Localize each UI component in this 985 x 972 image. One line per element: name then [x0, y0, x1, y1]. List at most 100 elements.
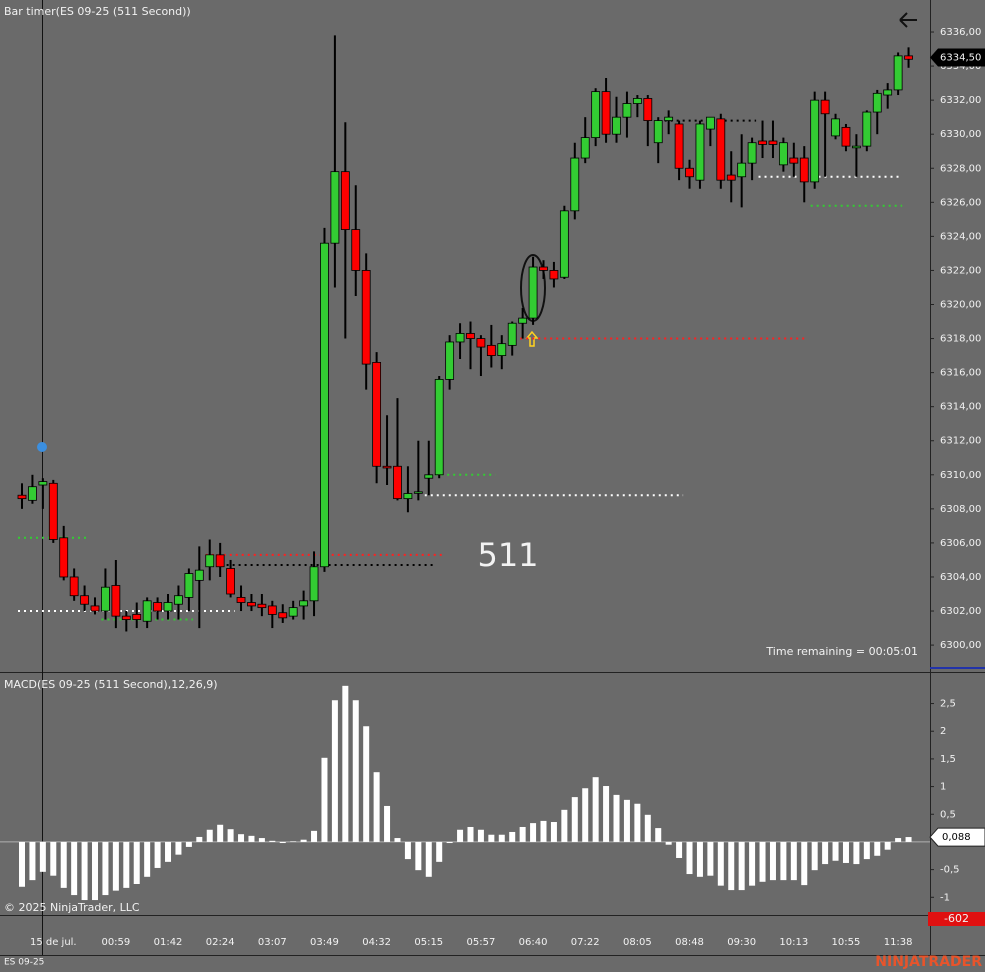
candle-body — [841, 126, 851, 147]
candle-body — [497, 343, 507, 356]
histogram-bar — [592, 777, 599, 842]
last-price-box — [930, 48, 985, 67]
y-tick-label: 6330,00 — [940, 129, 981, 140]
histogram-bar — [884, 841, 891, 850]
histogram-bar — [206, 829, 213, 842]
histogram-bar — [509, 831, 516, 842]
histogram-bar — [738, 841, 745, 891]
candle-body — [48, 482, 58, 540]
candle-body — [904, 55, 913, 60]
x-tick-label: 15 de jul. — [30, 937, 77, 948]
candle-body — [413, 491, 423, 494]
histogram-bar — [227, 829, 234, 842]
histogram-bar — [363, 726, 370, 842]
candle-body — [205, 554, 215, 568]
histogram-bar — [446, 841, 453, 844]
x-tick-label: 05:15 — [414, 937, 443, 948]
histogram-bar — [279, 841, 286, 844]
histogram-bar — [801, 841, 808, 886]
y-tick-label: 6328,00 — [940, 163, 981, 174]
brand-logo: NINJATRADER — [875, 954, 982, 970]
histogram-bar — [488, 834, 495, 842]
histogram-bar — [92, 841, 99, 901]
histogram-bar — [352, 700, 359, 842]
candle-body — [184, 573, 194, 598]
x-tick-label: 10:55 — [832, 937, 861, 948]
time-remaining: Time remaining = 00:05:01 — [765, 645, 918, 658]
histogram-bar — [102, 841, 109, 896]
y-tick-label: 6302,00 — [940, 606, 981, 617]
histogram-bar — [676, 841, 683, 858]
x-tick-label: 03:07 — [258, 937, 287, 948]
candle-body — [424, 474, 434, 479]
y-tick-label: 6326,00 — [940, 197, 981, 208]
candle-body — [351, 229, 361, 271]
candle-body — [163, 602, 173, 612]
histogram-bar — [749, 841, 756, 886]
histogram-bar — [467, 826, 474, 842]
candle-body — [121, 615, 131, 620]
histogram-bar — [550, 822, 557, 842]
candle-body — [518, 317, 528, 324]
candle-body — [476, 338, 486, 348]
candle-body — [403, 493, 413, 500]
histogram-bar — [811, 841, 818, 871]
candle-body — [559, 210, 569, 278]
histogram-bar — [582, 788, 589, 842]
histogram-bar — [436, 841, 443, 862]
candle-body — [653, 120, 663, 144]
candle-body — [831, 118, 840, 137]
candle-body — [382, 465, 392, 469]
indicator-title: MACD(ES 09-25 (511 Second),12,26,9) — [4, 678, 218, 691]
y-tick-label: 6314,00 — [940, 402, 981, 413]
histogram-bar — [863, 841, 870, 860]
candle-body — [601, 91, 611, 135]
histogram-bar — [29, 841, 36, 881]
histogram-bar — [853, 841, 860, 865]
indicator-value-box — [928, 912, 985, 926]
candle-body — [153, 602, 162, 612]
candle-body — [28, 486, 37, 501]
candle-body — [685, 167, 694, 178]
candle-body — [820, 99, 830, 115]
histogram-bar — [457, 829, 464, 842]
back-arrow[interactable] — [899, 12, 917, 28]
histogram-bar — [331, 700, 338, 842]
y-tick-label: 0,5 — [940, 809, 956, 820]
candle-body — [142, 600, 152, 622]
candle-body — [747, 142, 757, 164]
histogram-bar — [822, 841, 829, 865]
candle-body — [758, 140, 767, 145]
histogram-bar — [832, 841, 839, 861]
candle-body — [38, 481, 48, 486]
histogram-bar — [175, 841, 182, 855]
candle-body — [778, 142, 788, 166]
y-tick-label: 6308,00 — [940, 504, 981, 515]
candle-body — [111, 585, 121, 617]
histogram-bar — [50, 841, 57, 876]
candle-body — [632, 98, 642, 104]
histogram-bar — [540, 820, 547, 842]
histogram-bar — [686, 841, 693, 875]
candle-body — [330, 171, 340, 244]
x-tick-label: 05:57 — [467, 937, 496, 948]
y-tick-label: 1,5 — [940, 754, 956, 765]
candle-body — [643, 98, 653, 121]
histogram-bar — [561, 809, 568, 842]
x-tick-label: 02:24 — [206, 937, 235, 948]
candle-body — [591, 91, 601, 139]
x-tick-label: 00:59 — [101, 937, 130, 948]
histogram-bar — [477, 829, 484, 842]
x-tick-label: 04:32 — [362, 937, 391, 948]
candle-body — [539, 266, 548, 271]
candle-body — [737, 162, 747, 178]
histogram-bar — [895, 838, 902, 842]
candle-body — [716, 118, 726, 181]
x-tick-label: 08:05 — [623, 937, 652, 948]
candle-body — [810, 99, 820, 183]
histogram-bar — [290, 841, 297, 842]
y-tick-label: 6318,00 — [940, 334, 981, 345]
histogram-bar — [248, 835, 255, 842]
